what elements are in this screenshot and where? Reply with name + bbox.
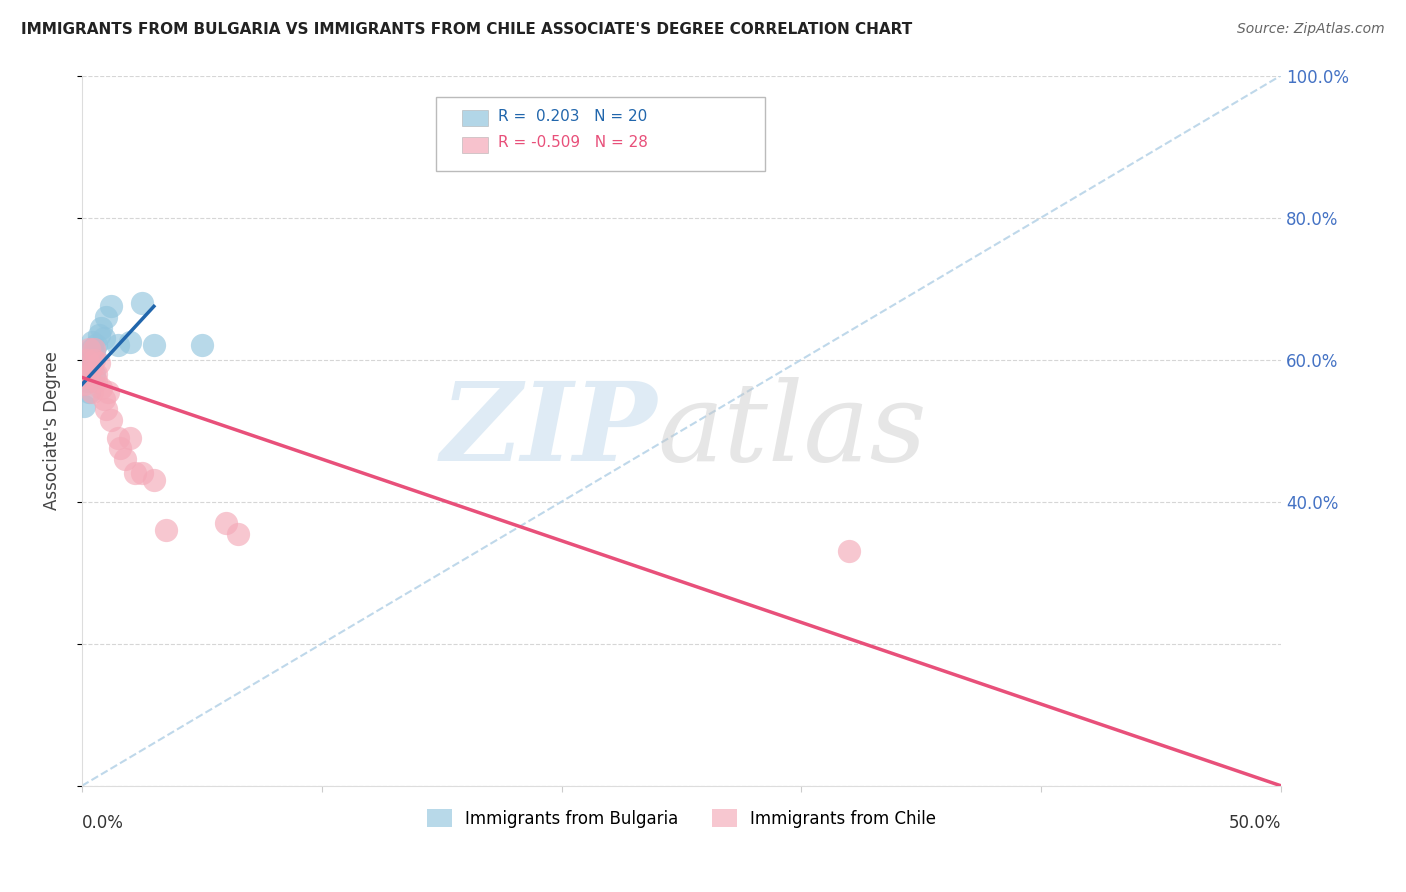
Point bbox=[76, 370, 98, 384]
Legend: Immigrants from Bulgaria, Immigrants from Chile: Immigrants from Bulgaria, Immigrants fro… bbox=[420, 803, 943, 834]
Point bbox=[86, 338, 108, 352]
Point bbox=[77, 342, 100, 356]
Point bbox=[77, 367, 100, 381]
Point bbox=[80, 359, 103, 374]
Point bbox=[131, 295, 153, 310]
Point bbox=[94, 310, 117, 324]
Text: 50.0%: 50.0% bbox=[1229, 814, 1281, 832]
Point bbox=[118, 334, 141, 349]
Point bbox=[142, 338, 165, 352]
Point bbox=[80, 384, 103, 399]
Point bbox=[131, 467, 153, 481]
Point bbox=[80, 342, 103, 356]
Point bbox=[77, 384, 100, 399]
Point bbox=[73, 399, 96, 413]
Point bbox=[94, 402, 117, 417]
Point bbox=[77, 352, 100, 367]
Point bbox=[90, 381, 112, 395]
Point bbox=[110, 442, 132, 456]
Point bbox=[83, 352, 105, 367]
Point bbox=[73, 377, 96, 392]
Text: ZIP: ZIP bbox=[441, 377, 658, 484]
Point bbox=[838, 544, 860, 558]
Text: R =  0.203   N = 20: R = 0.203 N = 20 bbox=[498, 109, 647, 123]
Point bbox=[80, 334, 103, 349]
Point bbox=[118, 431, 141, 445]
Point bbox=[83, 342, 105, 356]
Point bbox=[100, 299, 122, 313]
Text: IMMIGRANTS FROM BULGARIA VS IMMIGRANTS FROM CHILE ASSOCIATE'S DEGREE CORRELATION: IMMIGRANTS FROM BULGARIA VS IMMIGRANTS F… bbox=[21, 22, 912, 37]
Text: 0.0%: 0.0% bbox=[82, 814, 124, 832]
Y-axis label: Associate's Degree: Associate's Degree bbox=[44, 351, 60, 510]
Point bbox=[191, 338, 214, 352]
Point bbox=[76, 352, 98, 367]
Text: Source: ZipAtlas.com: Source: ZipAtlas.com bbox=[1237, 22, 1385, 37]
FancyBboxPatch shape bbox=[463, 137, 488, 153]
FancyBboxPatch shape bbox=[436, 97, 765, 171]
Point bbox=[83, 345, 105, 359]
Point bbox=[90, 320, 112, 334]
Point bbox=[93, 331, 115, 345]
Point bbox=[97, 384, 120, 399]
Point bbox=[215, 516, 238, 530]
Point bbox=[226, 526, 249, 541]
Point bbox=[86, 367, 108, 381]
Point bbox=[76, 374, 98, 388]
Point bbox=[100, 413, 122, 427]
Point bbox=[114, 452, 136, 467]
Point bbox=[93, 392, 115, 406]
Text: R = -0.509   N = 28: R = -0.509 N = 28 bbox=[498, 136, 648, 151]
Point bbox=[155, 523, 177, 537]
Point bbox=[87, 327, 110, 342]
Point bbox=[142, 474, 165, 488]
Point bbox=[87, 356, 110, 370]
Point bbox=[76, 359, 98, 374]
Point bbox=[107, 431, 129, 445]
Point bbox=[86, 374, 108, 388]
Point bbox=[83, 367, 105, 381]
FancyBboxPatch shape bbox=[463, 111, 488, 126]
Point bbox=[107, 338, 129, 352]
Text: atlas: atlas bbox=[658, 377, 927, 484]
Point bbox=[124, 467, 146, 481]
